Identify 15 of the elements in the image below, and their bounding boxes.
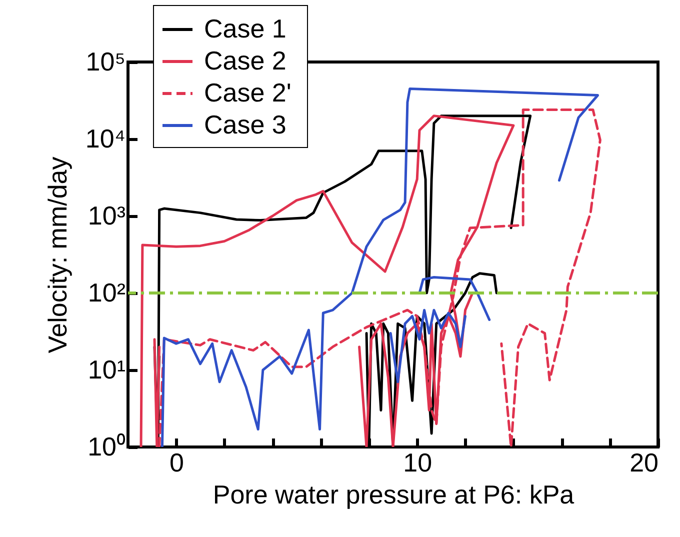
y-tick-label: 10⁵ <box>86 46 126 76</box>
y-tick-label: 10² <box>88 278 126 308</box>
x-axis-title: Pore water pressure at P6: kPa <box>212 480 575 510</box>
x-tick-label: 10 <box>403 448 432 478</box>
legend-label: Case 2 <box>204 46 286 76</box>
x-tick-label: 20 <box>630 448 658 478</box>
legend-label: Case 1 <box>204 14 286 44</box>
x-tick-label: 0 <box>169 448 184 478</box>
y-tick-label: 10⁴ <box>85 124 126 154</box>
y-tick-label: 10³ <box>88 200 126 230</box>
y-axis-title: Velocity: mm/day <box>42 156 72 354</box>
y-tick-label: 10¹ <box>88 354 126 384</box>
y-tick-label: 10⁰ <box>88 432 126 462</box>
legend-label: Case 2' <box>204 78 292 108</box>
legend-label: Case 3 <box>204 110 286 140</box>
